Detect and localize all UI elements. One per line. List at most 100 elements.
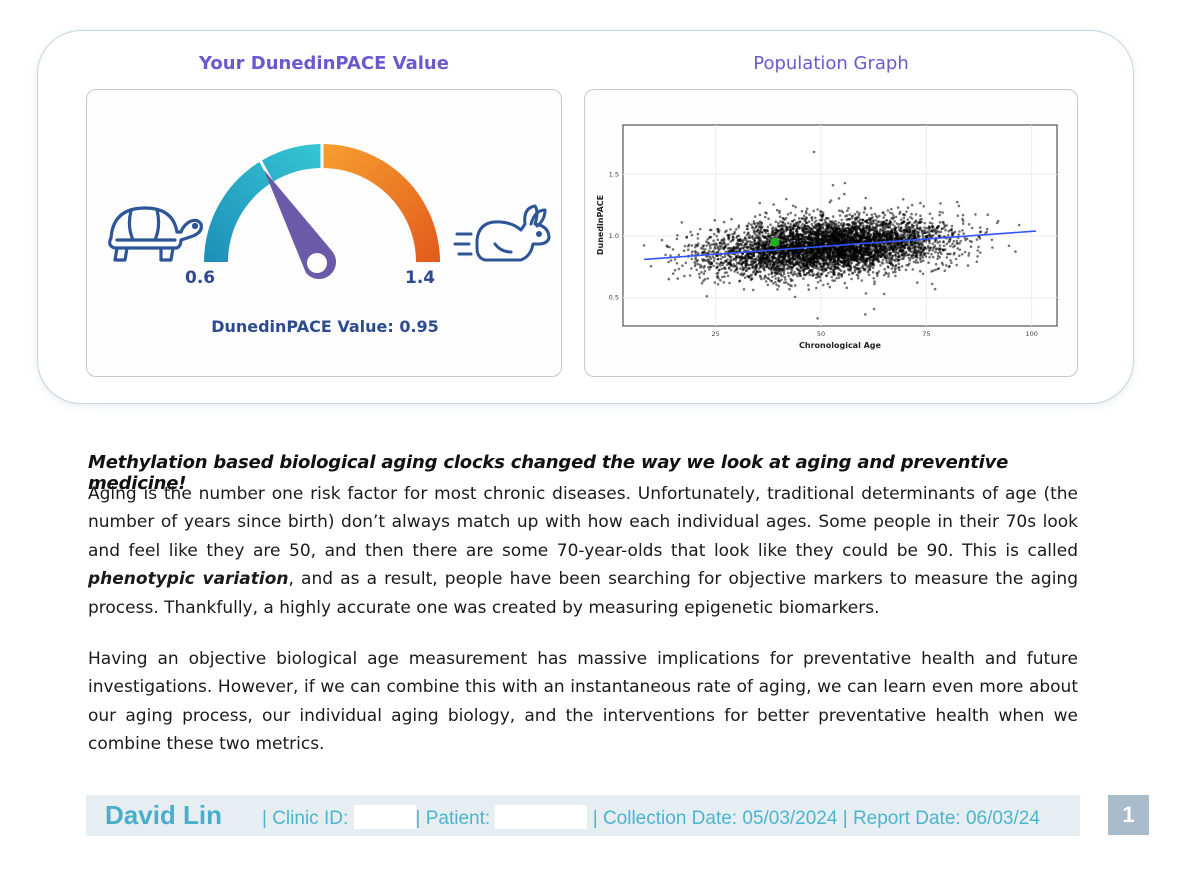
data-point	[905, 254, 909, 257]
data-point	[786, 235, 790, 238]
data-point	[926, 252, 930, 255]
data-point	[849, 241, 852, 244]
data-point	[799, 266, 803, 269]
data-point	[906, 227, 910, 231]
data-point	[805, 272, 809, 275]
data-point	[962, 232, 965, 235]
data-point	[921, 235, 925, 238]
data-point	[649, 264, 653, 268]
data-point	[817, 242, 820, 245]
data-point	[890, 207, 893, 211]
data-point	[958, 254, 961, 257]
data-point	[934, 232, 938, 235]
data-point	[698, 276, 701, 279]
data-point	[786, 225, 789, 229]
data-point	[851, 222, 855, 225]
data-point	[967, 223, 971, 226]
data-point	[771, 265, 775, 269]
data-point	[931, 255, 935, 259]
data-point	[934, 248, 938, 251]
data-point	[740, 263, 743, 267]
data-point	[821, 211, 825, 214]
data-point	[788, 283, 792, 287]
data-point	[880, 261, 883, 264]
data-point	[825, 274, 828, 278]
data-point	[791, 255, 795, 258]
data-point	[763, 246, 766, 250]
data-point	[702, 272, 706, 275]
data-point	[882, 292, 886, 296]
data-point	[750, 223, 753, 226]
data-point	[695, 268, 698, 272]
data-point	[789, 211, 792, 215]
data-point	[938, 210, 942, 214]
data-point	[733, 270, 736, 273]
data-point	[805, 240, 808, 244]
data-point	[852, 250, 855, 254]
data-point	[766, 283, 770, 287]
data-point	[891, 212, 894, 215]
data-point	[799, 258, 802, 261]
data-point	[859, 230, 863, 233]
data-point	[796, 232, 799, 236]
data-point	[673, 268, 677, 272]
data-point	[955, 239, 959, 243]
data-point	[740, 242, 743, 246]
data-point	[919, 252, 923, 255]
data-point	[834, 235, 837, 238]
data-point	[690, 233, 694, 237]
data-point	[836, 259, 839, 262]
data-point	[712, 239, 715, 242]
data-point	[754, 226, 757, 230]
data-point	[912, 230, 916, 234]
data-point	[728, 281, 731, 285]
data-point	[779, 242, 782, 245]
data-point	[879, 247, 883, 251]
data-point	[796, 274, 799, 278]
data-point	[671, 248, 675, 251]
data-point	[723, 275, 726, 278]
data-point	[893, 245, 897, 248]
data-point	[910, 212, 913, 216]
data-point	[885, 272, 888, 275]
data-point	[875, 216, 879, 219]
rabbit-icon	[453, 204, 551, 262]
data-point	[938, 244, 942, 247]
data-point	[749, 255, 753, 259]
data-point	[666, 245, 669, 248]
data-point	[958, 230, 961, 233]
data-point	[884, 244, 888, 248]
data-point	[816, 258, 819, 261]
data-point	[697, 272, 701, 276]
gauge-value: 0.95	[399, 317, 439, 336]
data-point	[908, 253, 911, 256]
data-point	[886, 209, 890, 212]
data-point	[846, 223, 850, 227]
data-point	[893, 228, 896, 232]
data-point	[891, 254, 894, 258]
data-point	[871, 225, 874, 228]
data-point	[903, 246, 907, 250]
data-point	[873, 212, 877, 216]
data-point	[719, 264, 722, 267]
data-point	[979, 251, 982, 254]
data-point	[677, 267, 681, 271]
data-point	[841, 211, 845, 214]
data-point	[946, 233, 950, 237]
data-point	[705, 244, 709, 247]
data-point	[882, 238, 886, 241]
data-point	[949, 228, 952, 232]
data-point	[953, 244, 957, 248]
data-point	[805, 216, 808, 219]
data-point	[953, 230, 957, 234]
data-point	[794, 205, 797, 209]
data-point	[793, 284, 797, 287]
data-point	[682, 249, 686, 252]
data-point	[938, 255, 941, 259]
data-point	[995, 221, 999, 225]
data-point	[675, 237, 679, 241]
data-point	[711, 255, 715, 258]
gauge-value-label: DunedinPACE Value:	[211, 317, 394, 336]
data-point	[907, 256, 911, 260]
data-point	[902, 257, 905, 260]
